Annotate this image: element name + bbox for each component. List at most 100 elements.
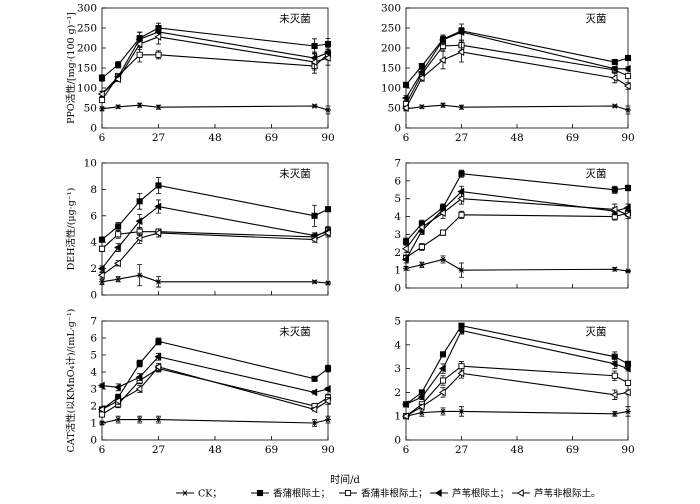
data-point xyxy=(418,104,425,110)
data-point xyxy=(401,412,409,421)
data-point xyxy=(98,245,106,252)
data-point xyxy=(610,359,618,368)
x-tick-label: 48 xyxy=(510,444,523,456)
data-point xyxy=(611,353,618,360)
panel-deh-sterilized: 0 1 2 3 4 5 6 7 灭菌 xyxy=(394,158,632,295)
series-line xyxy=(405,51,629,109)
data-point xyxy=(135,35,143,44)
y-axis-label: DEH活性/(μg·g⁻¹) xyxy=(65,188,77,271)
panel-ppo-unsterilized: 0 50 100 150 200 250 300 6 27 48 69 90 未灭菌 PPO活性/[mg·… xyxy=(65,3,335,145)
x-tick-label: 27 xyxy=(455,132,468,144)
series-line xyxy=(405,372,629,417)
y-tick-label: 4 xyxy=(90,367,97,379)
data-point xyxy=(154,32,162,41)
data-point xyxy=(97,381,105,390)
data-point xyxy=(457,194,465,203)
x-tick-label: 90 xyxy=(321,444,334,456)
data-point xyxy=(154,228,162,237)
y-tick-label: 3 xyxy=(394,363,401,375)
data-point xyxy=(611,103,618,109)
x-tick-label: 69 xyxy=(566,132,579,144)
x-tick-label: 48 xyxy=(208,132,221,144)
data-point xyxy=(610,64,618,73)
data-point xyxy=(458,104,465,110)
data-point xyxy=(114,383,121,392)
data-point xyxy=(439,377,447,384)
panel-cat-unsterilized: 0 1 2 3 4 5 6 7 6 27 48 69 90 未灭菌 CAT活性(以KMnO₄计)/(mL·g… xyxy=(65,309,335,456)
series-3 xyxy=(401,185,631,264)
data-point xyxy=(458,267,465,273)
data-point xyxy=(401,104,409,112)
data-point xyxy=(115,61,122,68)
series-4 xyxy=(97,29,331,98)
series-0 xyxy=(99,102,331,115)
data-point xyxy=(440,256,446,263)
data-point xyxy=(457,28,465,36)
data-point xyxy=(625,408,631,415)
x-tick-label: 48 xyxy=(208,444,221,456)
data-point xyxy=(401,244,409,253)
data-point xyxy=(311,42,318,50)
series-line xyxy=(101,53,329,101)
data-point xyxy=(136,272,143,278)
data-point xyxy=(310,235,318,244)
data-point xyxy=(311,212,318,219)
data-point xyxy=(99,420,105,426)
legend-marker xyxy=(344,489,352,497)
series-2 xyxy=(402,361,632,420)
data-point xyxy=(625,107,631,113)
y-tick-label: 0 xyxy=(394,435,401,447)
y-tick-label: 3 xyxy=(394,229,401,241)
series-2 xyxy=(402,40,632,108)
data-point xyxy=(440,408,446,415)
panel-ppo-sterilized: 0 50 100 150 200 250 300 6 27 48 69 90 灭菌 xyxy=(381,3,635,145)
panel-title: 未灭菌 xyxy=(279,326,311,338)
y-tick-label: 2 xyxy=(394,247,401,259)
plot-frame xyxy=(405,320,629,441)
data-point xyxy=(98,96,106,104)
data-point xyxy=(623,210,631,219)
legend: CK； 香蒲根际土； 香蒲非根际土； 芦苇根际土； 芦苇非根际土。 xyxy=(176,488,601,500)
y-tick-label: 200 xyxy=(77,43,97,55)
y-tick-label: 6 xyxy=(394,175,401,187)
series-line xyxy=(405,410,629,417)
data-point xyxy=(155,416,162,423)
data-point xyxy=(135,234,143,243)
panel-deh-unsterilized: 0 2 4 6 8 10 未灭菌 DEH活性/(μg·g⁻¹) xyxy=(65,158,332,302)
data-point xyxy=(610,390,618,399)
series-0 xyxy=(403,102,631,115)
data-point xyxy=(610,74,618,82)
data-point xyxy=(611,372,618,379)
data-point xyxy=(611,58,618,66)
data-point xyxy=(311,375,318,382)
data-point xyxy=(136,102,143,108)
data-point xyxy=(402,238,410,245)
data-point xyxy=(135,40,143,48)
data-point xyxy=(438,209,446,217)
data-point xyxy=(438,56,446,64)
data-point xyxy=(440,102,446,108)
data-point xyxy=(311,103,318,109)
y-tick-label: 1 xyxy=(90,418,97,430)
series-0 xyxy=(99,415,331,427)
x-tick-label: 48 xyxy=(510,132,523,144)
panel-title: 未灭菌 xyxy=(279,168,311,180)
series-line xyxy=(405,329,629,405)
data-point xyxy=(402,81,410,88)
data-point xyxy=(97,271,105,280)
series-line xyxy=(405,190,629,260)
data-point xyxy=(611,266,618,272)
panel-title: 未灭菌 xyxy=(279,13,311,25)
series-line xyxy=(101,229,329,250)
x-tick-label: 27 xyxy=(152,444,165,456)
data-point xyxy=(325,107,331,113)
data-point xyxy=(417,223,425,232)
series-line xyxy=(101,356,329,393)
data-point xyxy=(323,54,331,62)
series-1 xyxy=(98,177,332,243)
series-line xyxy=(405,258,629,272)
data-point xyxy=(135,385,143,393)
y-tick-label: 6 xyxy=(90,333,97,345)
data-point xyxy=(310,58,318,66)
